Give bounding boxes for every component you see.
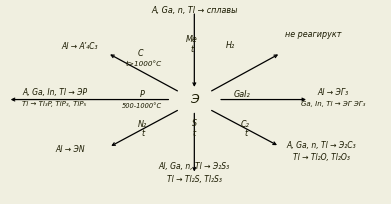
Text: t: t	[193, 129, 196, 137]
Text: Tl → Tl₃P, TlP₃, TlP₅: Tl → Tl₃P, TlP₃, TlP₅	[22, 101, 86, 107]
Text: t: t	[190, 45, 193, 54]
Text: A, Ga, n, Tl → сплавы: A, Ga, n, Tl → сплавы	[151, 6, 238, 15]
Text: t: t	[141, 129, 144, 138]
Text: C₂: C₂	[241, 120, 250, 129]
Text: S: S	[192, 119, 197, 128]
Text: N₂: N₂	[138, 120, 147, 129]
Text: 500-1000°C: 500-1000°C	[122, 103, 161, 109]
Text: A, Ga, In, Tl → ЭP: A, Ga, In, Tl → ЭP	[22, 88, 87, 97]
Text: t: t	[244, 129, 247, 138]
Text: Tl → Tl₂S, Tl₂S₃: Tl → Tl₂S, Tl₂S₃	[167, 175, 222, 184]
Text: не реагирукт: не реагирукт	[285, 30, 341, 39]
Text: H₂: H₂	[225, 41, 235, 50]
Text: Al, Ga, n, Tl → Э₂S₃: Al, Ga, n, Tl → Э₂S₃	[159, 162, 230, 171]
Text: C: C	[138, 49, 143, 58]
Text: P: P	[140, 90, 144, 99]
Text: GaI₂: GaI₂	[233, 90, 250, 99]
Text: A, Ga, n, Tl → Э₂C₃: A, Ga, n, Tl → Э₂C₃	[287, 141, 356, 150]
Text: t>1000°C: t>1000°C	[126, 61, 162, 67]
Text: Al → A’₄C₃: Al → A’₄C₃	[62, 42, 99, 51]
Text: Al → ЭГ₃: Al → ЭГ₃	[317, 88, 349, 97]
Text: Tl → Tl₂O, Tl₂O₃: Tl → Tl₂O, Tl₂O₃	[293, 153, 350, 162]
Text: Al → ЭN: Al → ЭN	[56, 145, 85, 154]
Text: Ga, In, Tl → ЭГ ЭГ₃: Ga, In, Tl → ЭГ ЭГ₃	[301, 101, 365, 107]
Text: Э: Э	[190, 93, 199, 106]
Text: Me: Me	[186, 35, 197, 44]
